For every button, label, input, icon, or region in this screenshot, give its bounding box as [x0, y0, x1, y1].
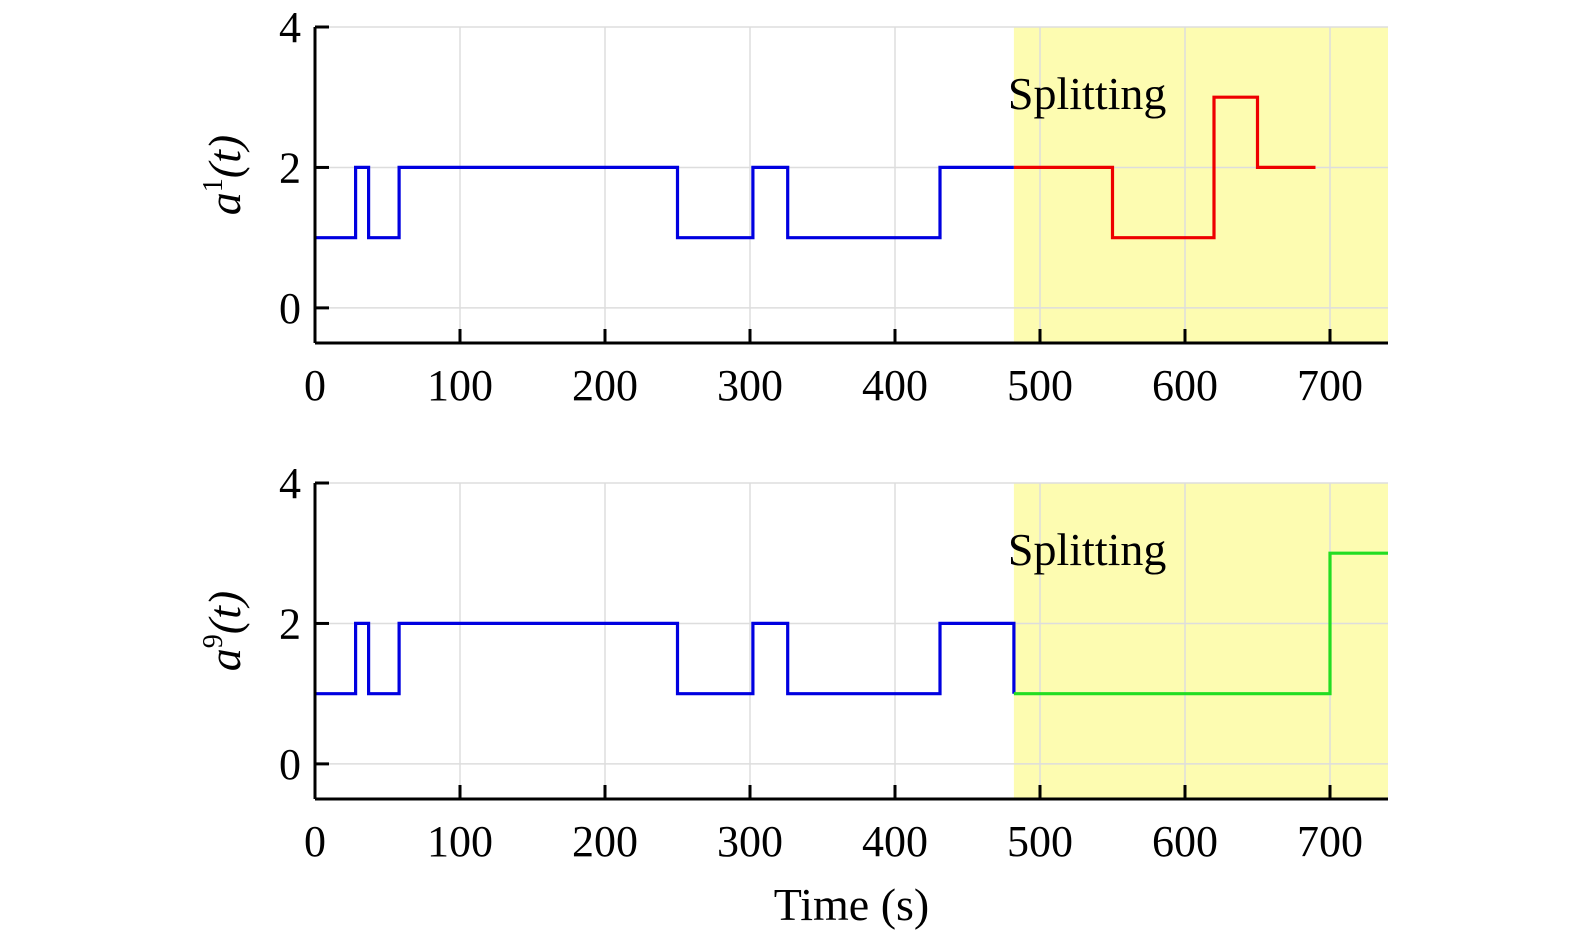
x-tick-label: 200 — [572, 817, 638, 866]
y-tick-label: 2 — [279, 143, 301, 192]
panel-top: 0 100 200 300 400 500 600 700 0 2 4 Splitting a1(t) — [198, 3, 1388, 410]
series-line-0 — [315, 165, 1014, 240]
y-axis-label: a9(t) — [198, 591, 250, 671]
y-axis-label: a1(t) — [198, 135, 250, 215]
splitting-annotation: Splitting — [1008, 524, 1166, 575]
y-tick-label: 4 — [279, 459, 301, 508]
x-tick-label: 600 — [1152, 817, 1218, 866]
x-tick-label: 400 — [862, 817, 928, 866]
x-tick-label: 300 — [717, 817, 783, 866]
x-tick-label: 0 — [304, 817, 326, 866]
y-tick-label: 4 — [279, 3, 301, 52]
splitting-annotation: Splitting — [1008, 68, 1166, 119]
x-tick-label: 700 — [1297, 361, 1363, 410]
highlight-region — [1013, 27, 1388, 343]
x-tick-label: 700 — [1297, 817, 1363, 866]
series-line-1 — [1013, 95, 1316, 240]
x-tick-label: 0 — [304, 361, 326, 410]
x-tick-label: 100 — [427, 817, 493, 866]
x-tick-label: 500 — [1007, 817, 1073, 866]
panel-bottom: 0 100 200 300 400 500 600 700 0 2 4 Splitting a9(t) T… — [198, 459, 1388, 930]
y-tick-label: 0 — [279, 284, 301, 333]
series-line-0 — [315, 621, 1016, 696]
y-tick-label: 0 — [279, 740, 301, 789]
y-tick-label: 2 — [279, 599, 301, 648]
highlight-region — [1013, 483, 1388, 799]
x-tick-label: 400 — [862, 361, 928, 410]
x-tick-label: 500 — [1007, 361, 1073, 410]
x-tick-label: 300 — [717, 361, 783, 410]
x-axis-label: Time (s) — [774, 879, 930, 930]
series-line-1 — [1013, 551, 1388, 696]
x-tick-label: 100 — [427, 361, 493, 410]
x-tick-label: 600 — [1152, 361, 1218, 410]
x-tick-label: 200 — [572, 361, 638, 410]
